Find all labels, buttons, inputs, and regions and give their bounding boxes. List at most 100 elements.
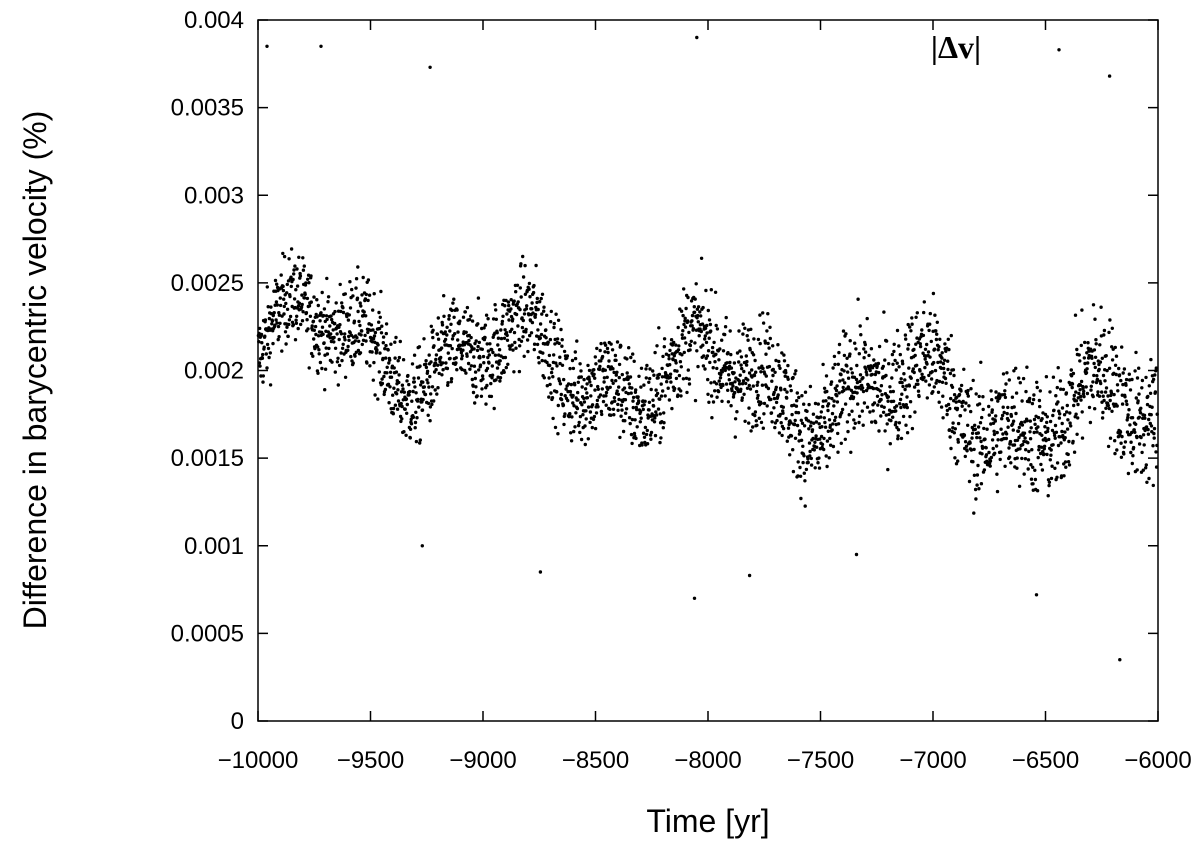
data-point bbox=[891, 362, 895, 366]
data-point bbox=[370, 350, 374, 354]
data-point bbox=[985, 427, 989, 431]
data-point bbox=[857, 386, 861, 390]
data-point bbox=[704, 340, 709, 345]
data-point bbox=[307, 304, 312, 308]
data-point bbox=[1154, 450, 1158, 454]
data-point bbox=[984, 453, 989, 457]
data-point bbox=[509, 298, 513, 302]
data-point bbox=[283, 330, 288, 334]
data-point bbox=[953, 427, 957, 431]
data-point bbox=[1140, 386, 1144, 390]
data-point bbox=[692, 310, 697, 314]
data-point bbox=[994, 390, 998, 394]
data-point bbox=[644, 432, 649, 437]
data-point bbox=[532, 342, 537, 346]
data-point bbox=[1049, 448, 1053, 452]
data-point bbox=[519, 262, 523, 266]
data-point bbox=[1149, 413, 1153, 417]
data-point bbox=[545, 313, 549, 317]
data-point bbox=[320, 290, 324, 295]
data-point bbox=[598, 364, 602, 369]
data-point bbox=[1077, 391, 1081, 396]
data-point bbox=[569, 431, 573, 435]
data-point bbox=[648, 376, 652, 381]
data-point bbox=[1026, 467, 1030, 471]
data-point bbox=[740, 396, 744, 400]
data-point bbox=[838, 379, 842, 383]
data-point bbox=[761, 321, 766, 325]
data-point bbox=[481, 354, 486, 359]
data-point bbox=[440, 373, 444, 377]
data-point bbox=[536, 328, 540, 332]
data-point bbox=[779, 388, 783, 392]
data-point bbox=[1126, 413, 1130, 417]
data-point bbox=[285, 282, 289, 287]
data-point bbox=[990, 438, 995, 442]
data-point bbox=[661, 354, 665, 359]
data-point bbox=[672, 340, 676, 345]
data-point bbox=[1005, 371, 1009, 375]
data-point bbox=[1149, 357, 1153, 362]
data-point bbox=[845, 356, 849, 360]
data-point bbox=[576, 390, 580, 395]
data-point bbox=[896, 434, 900, 438]
data-point bbox=[1152, 431, 1156, 436]
data-point bbox=[719, 372, 723, 377]
data-point bbox=[521, 335, 525, 339]
data-point bbox=[502, 336, 507, 340]
data-point bbox=[553, 425, 558, 430]
data-point bbox=[852, 375, 857, 379]
data-point bbox=[340, 358, 344, 363]
data-point bbox=[442, 294, 446, 298]
data-point bbox=[659, 382, 663, 386]
data-point bbox=[714, 382, 719, 386]
data-point bbox=[861, 376, 865, 380]
data-point bbox=[715, 327, 720, 331]
data-point bbox=[481, 377, 485, 381]
data-point bbox=[506, 362, 510, 366]
data-point bbox=[905, 395, 909, 399]
data-point bbox=[1004, 436, 1008, 441]
data-point bbox=[402, 430, 406, 434]
data-point bbox=[514, 312, 519, 317]
data-point bbox=[1007, 378, 1011, 382]
data-point bbox=[1150, 405, 1154, 409]
data-point bbox=[265, 366, 269, 370]
data-point bbox=[771, 373, 775, 378]
data-point bbox=[794, 404, 799, 408]
data-point bbox=[597, 367, 602, 372]
data-point bbox=[879, 384, 884, 388]
data-point bbox=[335, 332, 339, 336]
data-point bbox=[879, 397, 883, 402]
data-point bbox=[611, 407, 616, 411]
data-point bbox=[604, 390, 609, 395]
data-point bbox=[822, 436, 826, 441]
data-point bbox=[1059, 474, 1064, 478]
data-point bbox=[848, 339, 852, 343]
data-point bbox=[800, 394, 804, 398]
data-point bbox=[615, 389, 619, 393]
data-point bbox=[754, 370, 758, 374]
data-point bbox=[358, 323, 362, 328]
data-point bbox=[360, 342, 364, 347]
data-point bbox=[366, 330, 370, 335]
data-point bbox=[685, 390, 689, 395]
data-point bbox=[528, 333, 532, 338]
data-point bbox=[1102, 333, 1106, 337]
data-point bbox=[756, 337, 761, 342]
data-point bbox=[443, 330, 447, 334]
data-point bbox=[550, 367, 554, 371]
data-point bbox=[1062, 413, 1067, 417]
data-point bbox=[706, 349, 711, 353]
data-point bbox=[1060, 421, 1064, 426]
data-point bbox=[633, 418, 637, 422]
data-point bbox=[1098, 360, 1103, 364]
data-point bbox=[410, 399, 414, 403]
data-point bbox=[797, 395, 801, 400]
data-point bbox=[1045, 420, 1049, 425]
data-point bbox=[625, 357, 629, 361]
data-point bbox=[909, 376, 913, 380]
data-point bbox=[321, 332, 325, 336]
data-point bbox=[1016, 429, 1021, 433]
data-point bbox=[766, 312, 770, 316]
